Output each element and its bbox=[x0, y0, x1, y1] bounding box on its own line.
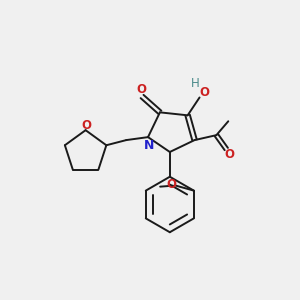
Text: O: O bbox=[224, 148, 234, 161]
Text: O: O bbox=[136, 83, 146, 96]
Text: H: H bbox=[191, 77, 200, 90]
Text: O: O bbox=[82, 119, 92, 132]
Text: O: O bbox=[166, 178, 176, 191]
Text: N: N bbox=[144, 139, 154, 152]
Text: O: O bbox=[200, 86, 209, 99]
